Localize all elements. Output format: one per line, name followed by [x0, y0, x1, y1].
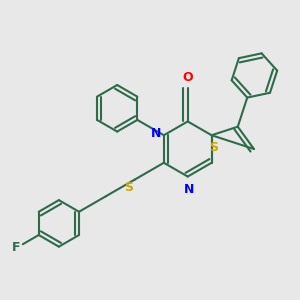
Text: S: S — [124, 182, 134, 194]
Text: N: N — [150, 127, 161, 140]
Text: O: O — [182, 71, 193, 84]
Text: N: N — [184, 183, 194, 196]
Text: F: F — [12, 242, 21, 254]
Text: S: S — [209, 141, 218, 154]
